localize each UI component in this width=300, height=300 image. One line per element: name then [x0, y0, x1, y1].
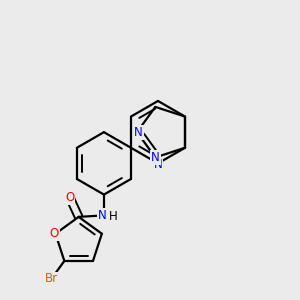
Text: N: N — [151, 151, 160, 164]
Text: Br: Br — [45, 272, 58, 286]
Text: N: N — [98, 209, 107, 222]
Text: N: N — [134, 126, 143, 139]
Text: N: N — [154, 158, 162, 171]
Text: H: H — [108, 210, 117, 224]
Text: O: O — [65, 191, 74, 204]
Text: O: O — [50, 227, 58, 240]
